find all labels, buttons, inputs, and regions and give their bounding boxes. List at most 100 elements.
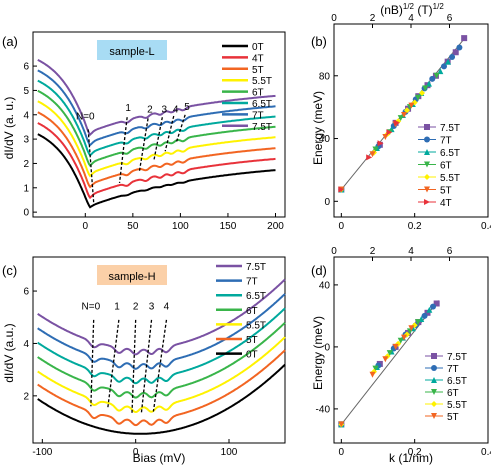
panel-c-landau-label: 3	[149, 301, 155, 312]
panel-d-legend-marker	[431, 353, 437, 359]
panel-b-point	[456, 44, 463, 51]
panel-b-point	[377, 140, 384, 147]
panel-c-ytick-label: 4	[23, 339, 29, 350]
panel-b-legend-label: 4T	[440, 198, 452, 209]
panel-a-landau-marker	[153, 117, 163, 162]
panel-b-point	[403, 107, 410, 114]
panel-c-tag: (c)	[2, 263, 17, 278]
panel-b-ytick-label: 40	[319, 134, 331, 145]
panel-d-point	[426, 306, 433, 313]
panel-a-landau-label: 4	[173, 104, 179, 115]
panel-d-top-tick-label: 2	[370, 246, 376, 257]
panel-c-landau-marker	[131, 319, 137, 415]
panel-b-point	[419, 90, 425, 97]
panel-a-landau-marker	[118, 117, 128, 183]
panel-c-landau-label: 2	[133, 301, 139, 312]
panel-a-series-line	[37, 100, 276, 178]
panel-b-ylabel: Energy (meV)	[311, 91, 325, 165]
panel-a-xtick-label: 150	[220, 221, 237, 232]
panel-d-xlabel: k (1/nm)	[389, 451, 433, 465]
panel-c-series-line	[37, 293, 286, 370]
panel-b-point	[372, 146, 379, 153]
panel-d-ytick-label: -40	[316, 404, 331, 415]
panel-a-legend-label: 5T	[252, 65, 264, 76]
top-axis-label-sup1: 1/2	[403, 2, 415, 11]
panel-a-landau-label: 1	[125, 103, 131, 114]
panel-d-top-tick-label: 4	[408, 246, 414, 257]
panel-d-legend-label: 5T	[447, 412, 459, 423]
panel-b-top-tick-label: 0	[331, 13, 337, 24]
panel-b-legend-marker	[424, 136, 430, 143]
panel-d-point	[421, 312, 428, 319]
panel-c-ytick-label: 2	[23, 391, 29, 402]
sample-l-badge-box	[97, 40, 167, 60]
panel-a-landau-label: N=0	[76, 112, 95, 123]
panel-a-legend-label: 6T	[252, 88, 264, 99]
panel-a-landau-marker	[164, 115, 175, 152]
panel-d-point	[433, 300, 440, 307]
panel-a-series-line	[37, 79, 276, 157]
panel-c-frame	[32, 256, 286, 444]
top-axis-label-sup2: 1/2	[433, 2, 445, 11]
panel-d-legend-marker	[431, 401, 437, 407]
panel-b-point	[425, 80, 432, 87]
panel-d-point	[430, 303, 436, 310]
panel-d-top-tick-label: 6	[447, 246, 453, 257]
panel-a-legend-label: 0T	[252, 42, 264, 53]
panel-a-ytick-label: 1	[23, 183, 29, 194]
panel-d-legend-label: 7T	[447, 364, 459, 375]
panel-d-legend-label: 6.5T	[447, 376, 467, 387]
panel-a-xtick-label: 200	[267, 221, 284, 232]
panel-d-point	[372, 365, 379, 372]
panel-a-ytick-label: 5	[23, 86, 29, 97]
panel-b-point	[382, 133, 389, 140]
panel-b-legend-label: 6.5T	[440, 148, 460, 159]
panel-b-xtick-label: 0.4	[481, 221, 491, 232]
panel-a-legend-label: 5.5T	[252, 76, 272, 87]
panel-c-landau-marker	[90, 319, 95, 407]
panel-a-series-line	[37, 122, 276, 200]
panel-c-landau-label: 1	[114, 301, 120, 312]
panel-c-xtick-label: 0	[133, 447, 139, 458]
panel-a-series-line	[37, 89, 276, 167]
sample-l-badge: sample-L	[109, 46, 154, 58]
panel-d-legend-label: 6T	[447, 388, 459, 399]
panel-a-series-line	[37, 59, 276, 137]
panel-b-legend-label: 5.5T	[440, 173, 460, 184]
panel-b-point	[394, 119, 401, 126]
panel-a-tag: (a)	[2, 34, 18, 49]
panel-a-series-line	[37, 69, 276, 147]
panel-b-legend-marker	[424, 199, 430, 205]
panel-b-legend-marker	[424, 174, 430, 180]
panel-c-legend-label: 5.5T	[246, 320, 266, 331]
panel-c-series-line	[37, 278, 286, 356]
panel-b-point	[369, 151, 376, 158]
panel-b-legend-label: 7.5T	[440, 123, 460, 134]
panel-b-legend-marker	[424, 186, 430, 193]
panel-d-xtick-label: 0.4	[481, 447, 491, 458]
panel-b-point	[433, 72, 440, 79]
panel-d-fit-line	[340, 300, 439, 425]
panel-c-series-line	[37, 349, 286, 427]
panel-b-point	[366, 154, 373, 161]
panel-c-series-line	[37, 336, 286, 414]
panel-c-ylabel: dI/dV (a.u.)	[2, 323, 16, 382]
panel-c-landau-marker	[152, 319, 168, 412]
panel-b-ytick-label: 0	[324, 197, 330, 208]
panel-d-xtick-label: 0.2	[408, 447, 422, 458]
panel-b-point	[386, 129, 393, 136]
panel-c-series-line	[37, 321, 286, 399]
panel-b-frame	[333, 23, 489, 218]
panel-a-xtick-label: 100	[172, 221, 189, 232]
panel-b-xtick-label: 0.2	[408, 221, 422, 232]
panel-a-landau-label: 2	[147, 104, 153, 115]
panel-d-point	[369, 371, 376, 378]
panel-a-landau-label: 3	[161, 104, 167, 115]
panel-c-landau-marker	[140, 319, 153, 415]
panel-c-series-line	[37, 363, 286, 435]
panel-b-top-axis-label: (nB)1/2 (T)1/2	[380, 2, 444, 17]
panel-d-ytick-label: 40	[319, 280, 331, 291]
panel-b-point	[445, 58, 452, 65]
panel-d-legend-marker	[431, 365, 437, 371]
